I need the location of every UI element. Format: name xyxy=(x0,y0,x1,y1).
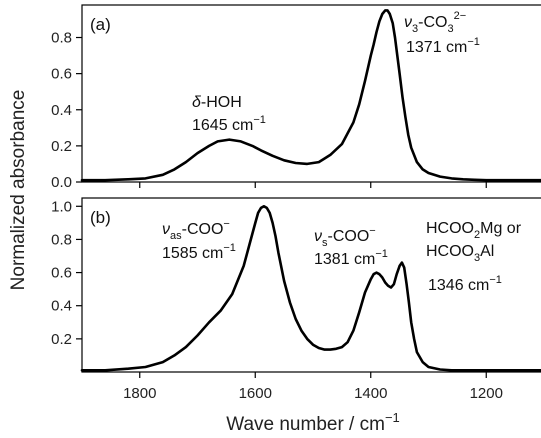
panel-b-y-tick-label: 0.6 xyxy=(51,265,72,282)
annotation-hcoo-value: 1346 cm xyxy=(428,277,489,294)
annotation-hcoo-al-base: HCOO xyxy=(426,243,474,260)
panel-b-spectrum-line xyxy=(80,205,541,372)
annotation-coo-s-label: -COO xyxy=(328,228,370,245)
x-tick-label: 1200 xyxy=(470,385,503,402)
annotation-co3-sub3b: 3 xyxy=(447,23,453,35)
annotation-hcoo-al-sub: 3 xyxy=(474,252,480,264)
panel-a-frame xyxy=(81,4,541,183)
annotation-coo-as-value: 1585 cm xyxy=(162,245,223,262)
annotation-coo-as-nu: ν xyxy=(162,221,170,238)
annotation-hcoo-wavenumber: 1346 cm−1 xyxy=(428,274,502,294)
annotation-hcoo-al-rest: Al xyxy=(480,243,494,260)
y-axis-title: Normalized absorbance xyxy=(8,90,29,291)
x-tick-label: 1400 xyxy=(354,385,387,402)
annotation-hcoo-mg-base: HCOO xyxy=(426,220,474,237)
annotation-co3-nu: ν xyxy=(404,14,412,31)
x-tick-label: 1800 xyxy=(123,385,156,402)
x-axis-title: Wave number / cm−1 xyxy=(226,410,400,435)
annotation-coo-s-value: 1381 cm xyxy=(314,251,375,268)
panel-b-frame xyxy=(81,197,541,373)
annotation-co3-wavenumber: 1371 cm−1 xyxy=(406,36,480,56)
annotation-co3: ν3-CO32− xyxy=(404,10,466,35)
annotation-hcoo-al: HCOO3Al xyxy=(426,243,494,264)
x-tick-label: 1600 xyxy=(239,385,272,402)
x-axis: 1800 1600 1400 1200 xyxy=(123,385,503,402)
annotation-coo-s-charge: − xyxy=(369,225,375,237)
annotation-co3-sub3a: 3 xyxy=(412,23,418,35)
panel-a-label: (a) xyxy=(90,15,111,34)
panel-a-y-tick-label: 0.4 xyxy=(51,102,72,119)
annotation-hoh-wavenumber: 1645 cm−1 xyxy=(192,114,266,134)
annotation-coo-s-wavenumber: 1381 cm−1 xyxy=(314,248,388,268)
annotation-coo-as-unit-sup: −1 xyxy=(223,242,236,254)
panel-a-y-axis: 0.0 0.2 0.4 0.6 0.8 xyxy=(51,30,487,191)
annotation-hcoo-mg: HCOO2Mg or xyxy=(426,220,522,241)
annotation-coo-as-wavenumber: 1585 cm−1 xyxy=(162,242,236,262)
panel-b-y-tick-label: 0.2 xyxy=(51,331,72,348)
annotation-coo-as-sub: as xyxy=(170,230,182,242)
panel-a-y-tick-label: 0.0 xyxy=(51,174,72,191)
annotation-hoh-label: -HOH xyxy=(201,94,242,111)
x-axis-title-sup: −1 xyxy=(385,410,400,425)
x-axis-title-text: Wave number / cm xyxy=(226,414,385,435)
annotation-coo-s-nu: ν xyxy=(314,228,322,245)
panel-b: (b) 0.20.40.60.81.0 νas-COO− 1585 cm−1 ν… xyxy=(51,197,541,378)
annotation-co3-unit-sup: −1 xyxy=(467,36,480,48)
panel-b-y-tick-label: 1.0 xyxy=(51,198,72,215)
annotation-hoh-value: 1645 cm xyxy=(192,117,253,134)
panel-a-y-tick-label: 0.8 xyxy=(51,30,72,47)
annotation-hoh-unit-sup: −1 xyxy=(253,114,266,126)
annotation-coo-s-unit-sup: −1 xyxy=(375,248,388,260)
annotation-hoh-delta: δ xyxy=(192,94,202,111)
annotation-hoh: δ-HOH xyxy=(192,94,242,111)
annotation-co3-charge: 2− xyxy=(454,10,467,22)
annotation-co3-value: 1371 cm xyxy=(406,39,467,56)
annotation-coo-s-sub: s xyxy=(322,237,328,249)
annotation-hcoo-mg-sub: 2 xyxy=(474,229,480,241)
annotation-hcoo-mg-rest: Mg or xyxy=(480,220,522,237)
panel-b-y-tick-label: 0.8 xyxy=(51,231,72,248)
annotation-co3-label: -CO xyxy=(418,14,447,31)
panel-b-y-tick-label: 0.4 xyxy=(51,298,72,315)
panel-a-y-tick-label: 0.2 xyxy=(51,138,72,155)
panel-b-y-axis: 0.2 0.4 0.6 0.8 1.0 xyxy=(51,198,487,378)
panel-b-label: (b) xyxy=(90,208,111,227)
annotation-coo-as-label: -COO xyxy=(182,221,224,238)
panel-a: (a) 0.00.20.40.60.8 δ-HOH 1645 cm−1 ν3-C… xyxy=(51,4,541,191)
annotation-coo-as: νas-COO− xyxy=(162,218,230,242)
annotation-coo-as-charge: − xyxy=(223,218,229,230)
annotation-hcoo-unit-sup: −1 xyxy=(489,274,502,286)
panel-a-spectrum-line xyxy=(80,9,541,182)
annotation-coo-s: νs-COO− xyxy=(314,225,376,249)
panel-a-y-tick-label: 0.6 xyxy=(51,66,72,83)
